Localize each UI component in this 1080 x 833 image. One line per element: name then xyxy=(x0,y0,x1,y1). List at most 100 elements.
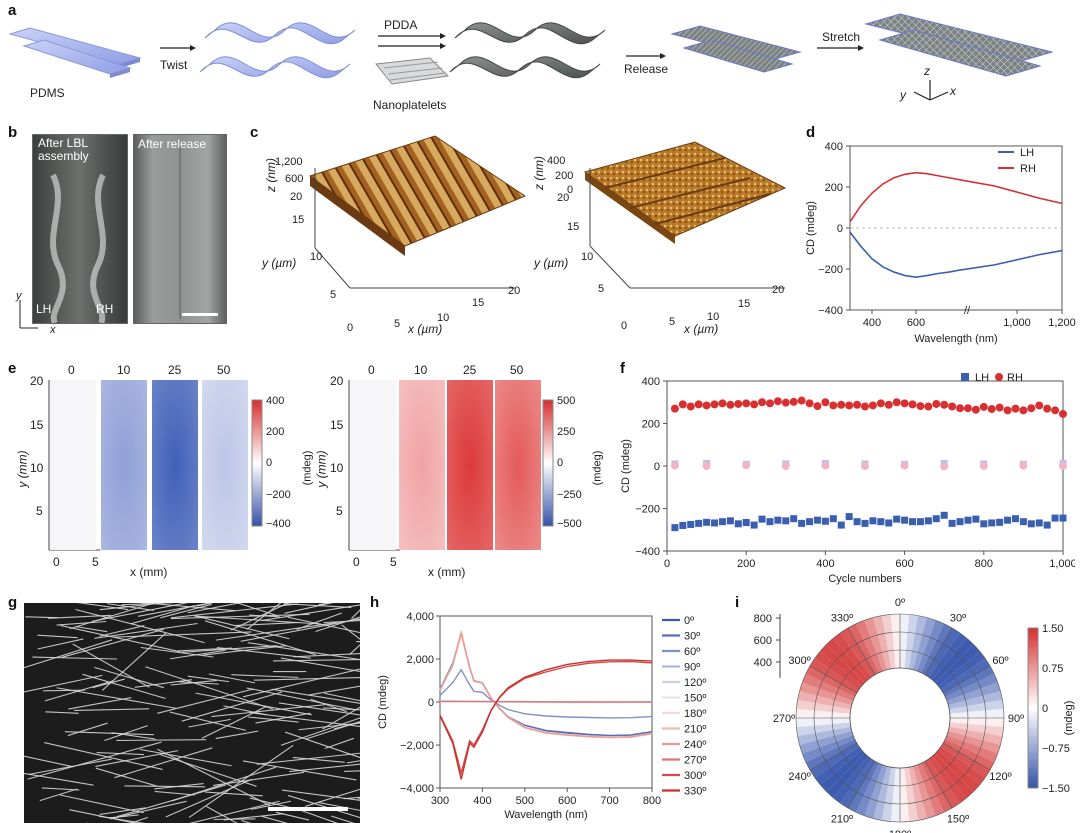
lh-label: LH xyxy=(36,302,52,316)
polar-wedge xyxy=(890,614,900,669)
polar-wedge xyxy=(947,730,1001,754)
f-ytick-label: 200 xyxy=(642,419,660,431)
chart-f: 400 200 0 −200 −400 0 200 400 600 800 1,000 Cycle n… xyxy=(620,372,1075,585)
nanowire xyxy=(189,800,280,823)
c-right-ytick-2: 10 xyxy=(581,251,594,263)
nanowire xyxy=(139,748,232,767)
f-point-lh xyxy=(687,520,695,528)
nanowire xyxy=(121,603,177,606)
polar-spoke xyxy=(847,761,876,809)
polar-wedge xyxy=(917,620,944,673)
b-axis-x: x xyxy=(50,324,56,336)
f-point-rh xyxy=(932,399,941,408)
c-right-xlabel: x (µm) xyxy=(684,322,719,336)
polar-wedge xyxy=(908,615,927,670)
polar-angle-label: 330º xyxy=(831,613,853,625)
polar-wedge xyxy=(814,651,862,690)
polar-wedge xyxy=(820,750,865,792)
released-strips xyxy=(670,25,802,73)
e-left-cbar-200: 200 xyxy=(266,426,285,438)
f-ytick-label: −400 xyxy=(635,546,660,558)
h-xtick-label: 300 xyxy=(431,795,449,807)
nanowire xyxy=(24,674,103,693)
nanowire xyxy=(250,800,291,810)
map-right-25 xyxy=(447,380,493,550)
f-xlabel: Cycle numbers xyxy=(828,573,902,585)
polar-wedge xyxy=(864,617,888,671)
nanowire xyxy=(109,800,187,820)
e-right-strain-10: 10 xyxy=(414,363,428,377)
polar-wedge xyxy=(873,615,892,670)
d-xtick-label: 400 xyxy=(863,317,881,329)
f-point-rh xyxy=(837,400,846,409)
f-point-lh xyxy=(924,517,932,525)
f-xtick-label: 200 xyxy=(737,558,755,570)
nanowire xyxy=(293,653,360,658)
nanowire xyxy=(287,616,360,634)
nanowire xyxy=(206,805,238,823)
colorbar-right xyxy=(542,399,554,527)
e-right-cbar-0: 0 xyxy=(557,457,564,469)
nanowire xyxy=(130,605,195,625)
nanowire xyxy=(25,616,58,619)
c-right-ylabel: y (µm) xyxy=(534,256,569,270)
polar-wedge xyxy=(932,753,974,798)
f-point-rh xyxy=(900,399,909,408)
nanowire xyxy=(287,794,360,819)
f-point-rh-0- xyxy=(1019,461,1028,470)
h-legend-label-10: 300º xyxy=(684,770,706,782)
twisted-coated xyxy=(449,22,606,79)
photo-after-lbl xyxy=(32,134,128,325)
nanowire xyxy=(157,748,271,807)
e-right-cbar-250: 250 xyxy=(557,426,576,438)
d-axis-break: // xyxy=(964,305,971,317)
f-point-rh xyxy=(861,402,869,411)
f-point-rh xyxy=(892,398,901,407)
polar-wedge xyxy=(833,632,872,680)
map-right-50 xyxy=(495,380,541,550)
nanowire xyxy=(41,787,80,791)
polar-wedge xyxy=(948,691,1003,710)
f-point-lh xyxy=(940,511,948,519)
release-label: Release xyxy=(624,62,669,76)
polar-wedge xyxy=(840,627,875,677)
nanowire xyxy=(94,666,165,689)
e-right-cbar-500: 500 xyxy=(557,395,576,407)
polar-wedge xyxy=(799,730,853,754)
nanowire xyxy=(99,807,146,815)
nanowire xyxy=(104,725,148,742)
polar-radial-label: 600 xyxy=(754,635,772,647)
nanowire xyxy=(154,790,195,796)
b-axis-y: y xyxy=(16,290,22,302)
f-xtick-label: 800 xyxy=(975,558,993,570)
pdms-strips xyxy=(8,27,142,78)
polar-wedge xyxy=(943,666,995,697)
d-xtick-label: 1,200 xyxy=(1048,317,1076,329)
f-point-lh xyxy=(1004,516,1012,524)
polar-wedge xyxy=(797,726,852,745)
nanowire xyxy=(261,815,288,823)
polar-wedge xyxy=(932,638,974,683)
h-series-11 xyxy=(439,659,653,780)
d-ytick-label: 400 xyxy=(825,141,843,153)
f-point-lh xyxy=(877,518,885,526)
d-legend-label-lh: LH xyxy=(1020,147,1034,159)
f-point-rh xyxy=(702,401,711,410)
nanowire xyxy=(32,656,118,660)
polar-wedge xyxy=(881,767,896,822)
map-left-10 xyxy=(101,380,147,550)
h-ytick-label: 0 xyxy=(428,697,434,709)
f-legend-label-rh: RH xyxy=(1007,372,1023,384)
f-point-rh xyxy=(734,399,743,408)
f-point-lh xyxy=(782,517,790,525)
nanowire xyxy=(134,679,192,688)
nanowire xyxy=(271,688,360,704)
nanowire xyxy=(157,688,254,714)
f-point-lh xyxy=(758,515,766,523)
nanowire xyxy=(187,603,242,614)
f-point-lh xyxy=(1043,521,1051,529)
f-point-lh xyxy=(853,518,861,526)
e-left-ytick-20: 20 xyxy=(30,374,44,388)
f-point-lh xyxy=(671,524,679,532)
f-point-lh xyxy=(1011,515,1019,523)
